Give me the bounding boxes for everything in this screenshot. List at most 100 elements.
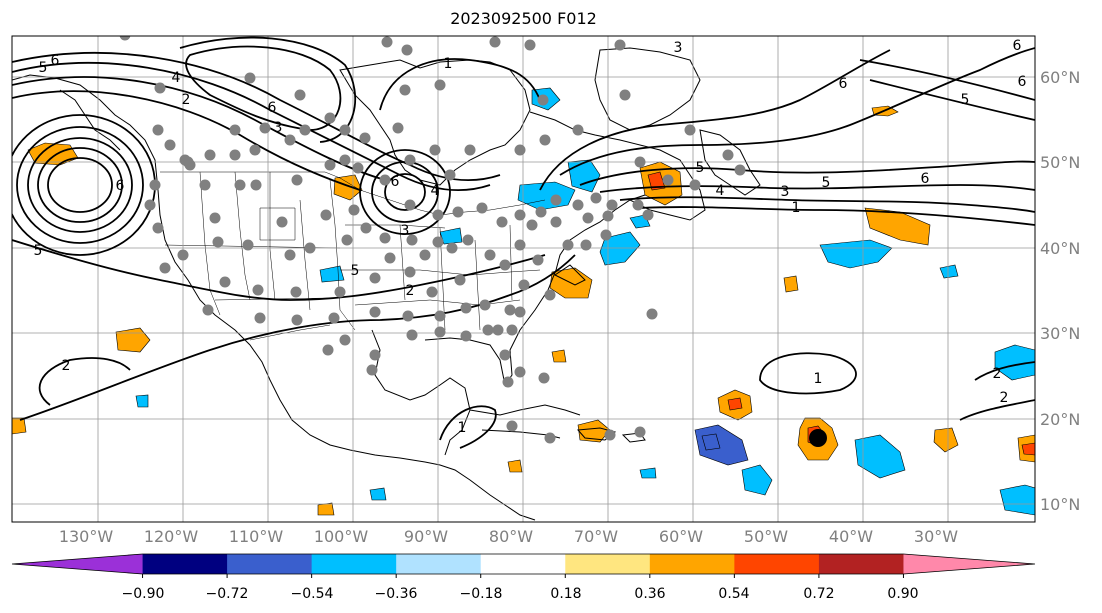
station-marker	[152, 222, 164, 234]
station-marker	[339, 124, 351, 136]
contour-label: 5	[961, 92, 970, 108]
station-marker	[359, 132, 371, 144]
station-marker	[454, 274, 466, 286]
colorbar-tick-label: 0.54	[718, 586, 749, 602]
station-marker	[604, 429, 616, 441]
station-marker	[514, 366, 526, 378]
station-marker	[538, 372, 550, 384]
station-marker	[219, 276, 231, 288]
colorbar-tick-label: −0.54	[291, 586, 334, 602]
contour-label: 2	[993, 366, 1002, 382]
longitude-labels: 130°W 120°W 110°W 100°W 90°W 80°W 70°W 6…	[59, 527, 958, 546]
station-marker	[252, 284, 264, 296]
contour-label: 6	[1013, 38, 1022, 54]
station-marker	[229, 149, 241, 161]
station-marker	[642, 209, 654, 221]
station-marker	[249, 144, 261, 156]
lat-label: 60°N	[1040, 68, 1080, 87]
station-marker	[590, 192, 602, 204]
station-marker	[476, 202, 488, 214]
colorbar-segment	[734, 554, 820, 574]
colorbar-segment	[396, 554, 482, 574]
station-marker	[444, 169, 456, 181]
station-marker	[182, 156, 194, 168]
station-marker	[600, 229, 612, 241]
station-marker	[366, 364, 378, 376]
station-marker	[291, 314, 303, 326]
colorbar-segment	[903, 554, 1035, 574]
colorbar-segment	[818, 554, 904, 574]
colorbar-segment	[649, 554, 735, 574]
colorbar-tick-label: −0.90	[122, 586, 165, 602]
station-marker	[379, 174, 391, 186]
station-marker	[446, 242, 458, 254]
station-marker	[550, 216, 562, 228]
station-marker	[504, 304, 516, 316]
station-marker	[284, 249, 296, 261]
lon-label: 120°W	[144, 527, 199, 546]
contour-label: 2	[182, 92, 191, 108]
lat-label: 50°N	[1040, 153, 1080, 172]
contour-label: 4	[431, 183, 440, 199]
contour-label: 6	[116, 178, 125, 194]
station-marker	[514, 306, 526, 318]
station-marker	[539, 134, 551, 146]
colorbar-tick-label: 0.36	[634, 586, 665, 602]
station-marker	[250, 179, 262, 191]
station-marker	[514, 239, 526, 251]
lon-label: 50°W	[744, 527, 788, 546]
station-marker	[149, 179, 161, 191]
station-marker	[404, 199, 416, 211]
contour-label: 1	[444, 56, 453, 72]
station-marker	[328, 312, 340, 324]
station-marker	[734, 164, 746, 176]
station-marker	[634, 156, 646, 168]
colorbar-tick-label: −0.72	[206, 586, 249, 602]
station-marker	[381, 36, 393, 48]
contour-label: 6	[839, 76, 848, 92]
station-marker	[152, 124, 164, 136]
contour-label: 6	[268, 100, 277, 116]
station-marker	[242, 239, 254, 251]
station-marker	[562, 239, 574, 251]
lat-label: 20°N	[1040, 410, 1080, 429]
station-marker	[572, 124, 584, 136]
station-marker	[284, 134, 296, 146]
station-marker	[496, 216, 508, 228]
station-marker	[514, 209, 526, 221]
station-marker	[401, 44, 413, 56]
station-marker	[426, 286, 438, 298]
station-marker	[324, 159, 336, 171]
contour-label: 6	[391, 174, 400, 190]
station-marker	[582, 212, 594, 224]
contour-label: 5	[696, 160, 705, 176]
station-marker	[352, 162, 364, 174]
colorbar-segment	[565, 554, 651, 574]
lon-label: 100°W	[314, 527, 369, 546]
station-marker	[294, 89, 306, 101]
colorbar-segment	[12, 554, 143, 574]
station-marker	[460, 330, 472, 342]
contour-label: 2	[1000, 390, 1009, 406]
station-marker	[164, 139, 176, 151]
station-marker	[341, 234, 353, 246]
station-marker	[360, 222, 372, 234]
station-marker	[492, 324, 504, 336]
station-marker	[369, 272, 381, 284]
station-marker	[209, 212, 221, 224]
station-marker	[234, 179, 246, 191]
station-marker	[369, 349, 381, 361]
latitude-labels: 60°N 50°N 40°N 30°N 20°N 10°N	[1040, 68, 1080, 514]
station-marker	[339, 334, 351, 346]
station-marker	[379, 232, 391, 244]
station-marker	[212, 236, 224, 248]
map-frame	[11, 35, 1036, 523]
contour-label: 2	[406, 283, 415, 299]
station-marker	[544, 289, 556, 301]
station-marker	[460, 302, 472, 314]
station-marker	[369, 306, 381, 318]
station-marker	[632, 199, 644, 211]
political-borders	[160, 171, 546, 341]
